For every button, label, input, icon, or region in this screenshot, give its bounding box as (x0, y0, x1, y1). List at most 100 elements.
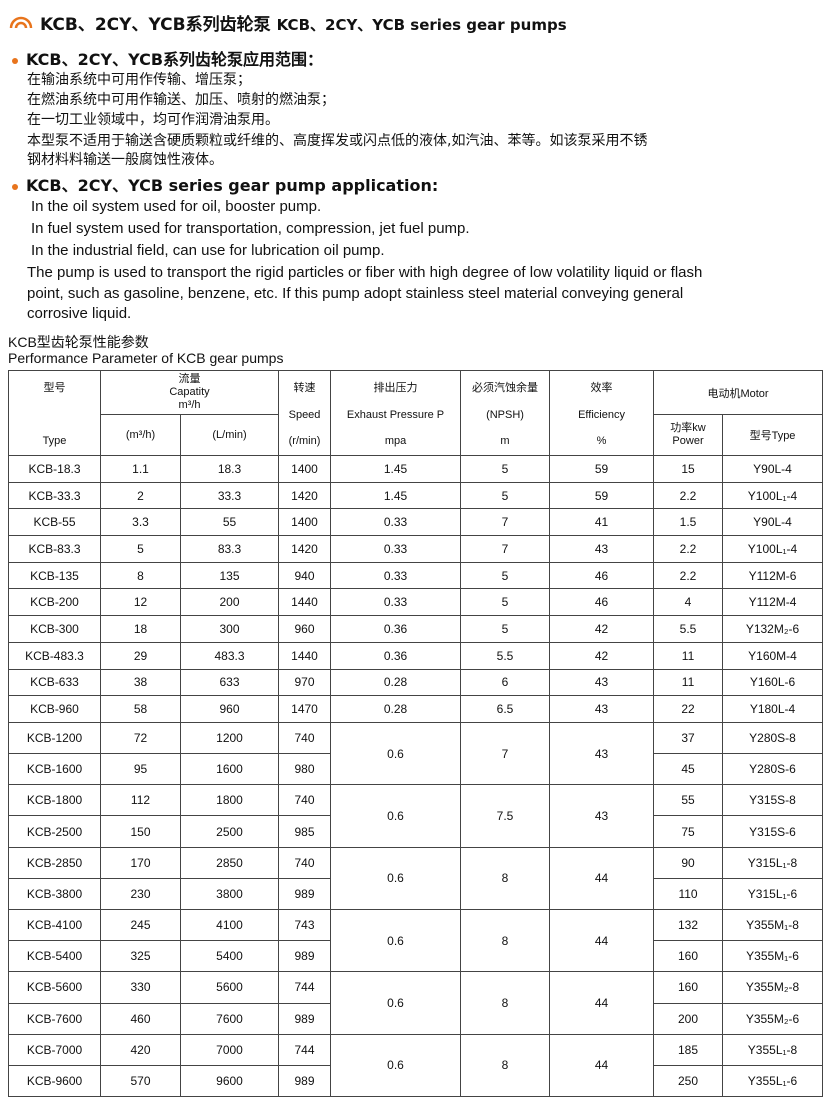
power-header: 功率kw Power (653, 414, 724, 456)
table-cell: 740 (278, 846, 332, 879)
table-cell: Y355M₂-6 (722, 1002, 824, 1035)
merged-cell: 0.6 (330, 721, 462, 786)
table-row: KCB-5400 325 5400 989 160 Y355M₁-6 (8, 940, 824, 973)
table-cell: 2.2 (653, 561, 724, 590)
table-cell: KCB-1200 (8, 721, 101, 755)
table-cell: 42 (549, 615, 655, 643)
bullet (12, 184, 18, 190)
table-cell: Y355M₁-6 (722, 940, 824, 973)
table-cell: 989 (278, 877, 332, 911)
table-row: KCB-200 12 200 1440 0.33 5 46 4 Y112M-4 (8, 588, 824, 617)
table-cell: 960 (278, 615, 332, 643)
table-cell: Y355L₁-8 (722, 1033, 824, 1066)
section-heading: KCB、2CY、YCB series gear pump application… (26, 176, 439, 195)
table-cell: 960 (179, 695, 280, 723)
table-cell: Y160L-6 (722, 668, 824, 697)
table-cell: 132 (653, 908, 724, 942)
table-cell: 5600 (179, 971, 280, 1004)
header-text: Type (42, 435, 67, 447)
header-text: 流量 (178, 373, 201, 385)
table-cell: 72 (100, 721, 181, 755)
table-cell: 1.1 (100, 455, 181, 483)
table-cell: 2 (100, 481, 181, 510)
table-cell: 740 (278, 721, 332, 755)
table-row: KCB-5600 330 5600 744 0.6 8 44 160 Y355M₂-8 (8, 971, 824, 1035)
table-cell: 7600 (179, 1002, 280, 1035)
table-cell: 940 (278, 561, 332, 590)
text-line: 在燃油系统中可用作输送、加压、喷射的燃油泵； (27, 92, 335, 108)
table-cell: 43 (549, 535, 655, 563)
section-heading: KCB、2CY、YCB系列齿轮泵应用范围： (26, 50, 324, 69)
table-cell: KCB-2500 (8, 815, 101, 848)
table-cell: 744 (278, 971, 332, 1004)
table-cell: 170 (100, 846, 181, 879)
table-cell: 989 (278, 940, 332, 973)
table-cell: KCB-83.3 (8, 535, 101, 563)
table-cell: 200 (179, 588, 280, 617)
merged-cell: 0.6 (330, 971, 462, 1035)
header-text: 型号 (43, 382, 66, 394)
merged-cell: 8 (460, 846, 551, 911)
table-cell: 58 (100, 695, 181, 723)
table-cell: 7000 (179, 1033, 280, 1066)
table-cell: 38 (100, 668, 181, 697)
text-line: 钢材料料输送一般腐蚀性液体。 (27, 152, 223, 168)
table-cell: KCB-55 (8, 508, 101, 537)
table-cell: 18.3 (179, 455, 280, 483)
table-cell: 1.45 (330, 481, 462, 510)
table-cell: Y100L₁-4 (722, 535, 824, 563)
table-cell: 5400 (179, 940, 280, 973)
table-row: KCB-1600 95 1600 980 45 Y280S-6 (8, 753, 824, 786)
merged-cell: 44 (549, 1033, 655, 1098)
table-row: KCB-9600 570 9600 989 250 Y355L₁-6 (8, 1064, 824, 1098)
table-cell: 330 (100, 971, 181, 1004)
merged-cell: 44 (549, 846, 655, 911)
table-cell: Y315L₁-8 (722, 846, 824, 879)
flow-header: 流量 Capatity m³/h (99, 370, 280, 415)
title-en: KCB、2CY、YCB series gear pumps (276, 16, 567, 34)
lmin-header: (L/min) (179, 414, 280, 456)
table-cell: Y100L₁-4 (722, 481, 824, 510)
table-cell: 460 (100, 1002, 181, 1035)
table-cell: KCB-3800 (8, 877, 101, 911)
pressure-header: 排出压力 Exhaust Pressure P mpa (330, 370, 462, 456)
motor-header: 电动机Motor (653, 370, 824, 415)
table-cell: 980 (278, 753, 332, 786)
table-cell: 7 (460, 535, 551, 563)
table-cell: 0.28 (330, 695, 462, 723)
table-cell: Y315S-8 (722, 784, 824, 817)
table-cell: KCB-1600 (8, 753, 101, 786)
header-text: 转速 (293, 382, 316, 394)
table-cell: 45 (653, 753, 724, 786)
table-cell: KCB-7000 (8, 1033, 101, 1066)
table-cell: Y160M-4 (722, 641, 824, 670)
table-cell: Y180L-4 (722, 695, 824, 723)
table-cell: 29 (100, 641, 181, 670)
table-cell: 33.3 (179, 481, 280, 510)
table-cell: 112 (100, 784, 181, 817)
merged-cell: 44 (549, 971, 655, 1035)
table-cell: 0.33 (330, 588, 462, 617)
header-text: 功率kw (670, 422, 706, 434)
table-row: KCB-4100 245 4100 743 0.6 8 44 132 Y355M₁-8 (8, 908, 824, 973)
table-cell: 5.5 (460, 641, 551, 670)
text-line: In fuel system used for transportation, … (31, 220, 470, 237)
table-cell: 250 (653, 1064, 724, 1098)
table-row: KCB-83.3 5 83.3 1420 0.33 7 43 2.2 Y100L₁-4 (8, 535, 824, 563)
table-cell: 230 (100, 877, 181, 911)
table-cell: Y315S-6 (722, 815, 824, 848)
table-cell: 200 (653, 1002, 724, 1035)
header-text: 效率 (590, 382, 613, 394)
table-cell: KCB-5400 (8, 940, 101, 973)
speed-header: 转速 Speed (r/min) (278, 370, 332, 456)
table-cell: KCB-960 (8, 695, 101, 723)
table-cell: 37 (653, 721, 724, 755)
table-cell: 4100 (179, 908, 280, 942)
table-cell: 43 (549, 695, 655, 723)
table-cell: 989 (278, 1064, 332, 1098)
table-cell: 2850 (179, 846, 280, 879)
table-cell: 0.36 (330, 615, 462, 643)
table-cell: 633 (179, 668, 280, 697)
table-cell: 0.28 (330, 668, 462, 697)
table-cell: 95 (100, 753, 181, 786)
